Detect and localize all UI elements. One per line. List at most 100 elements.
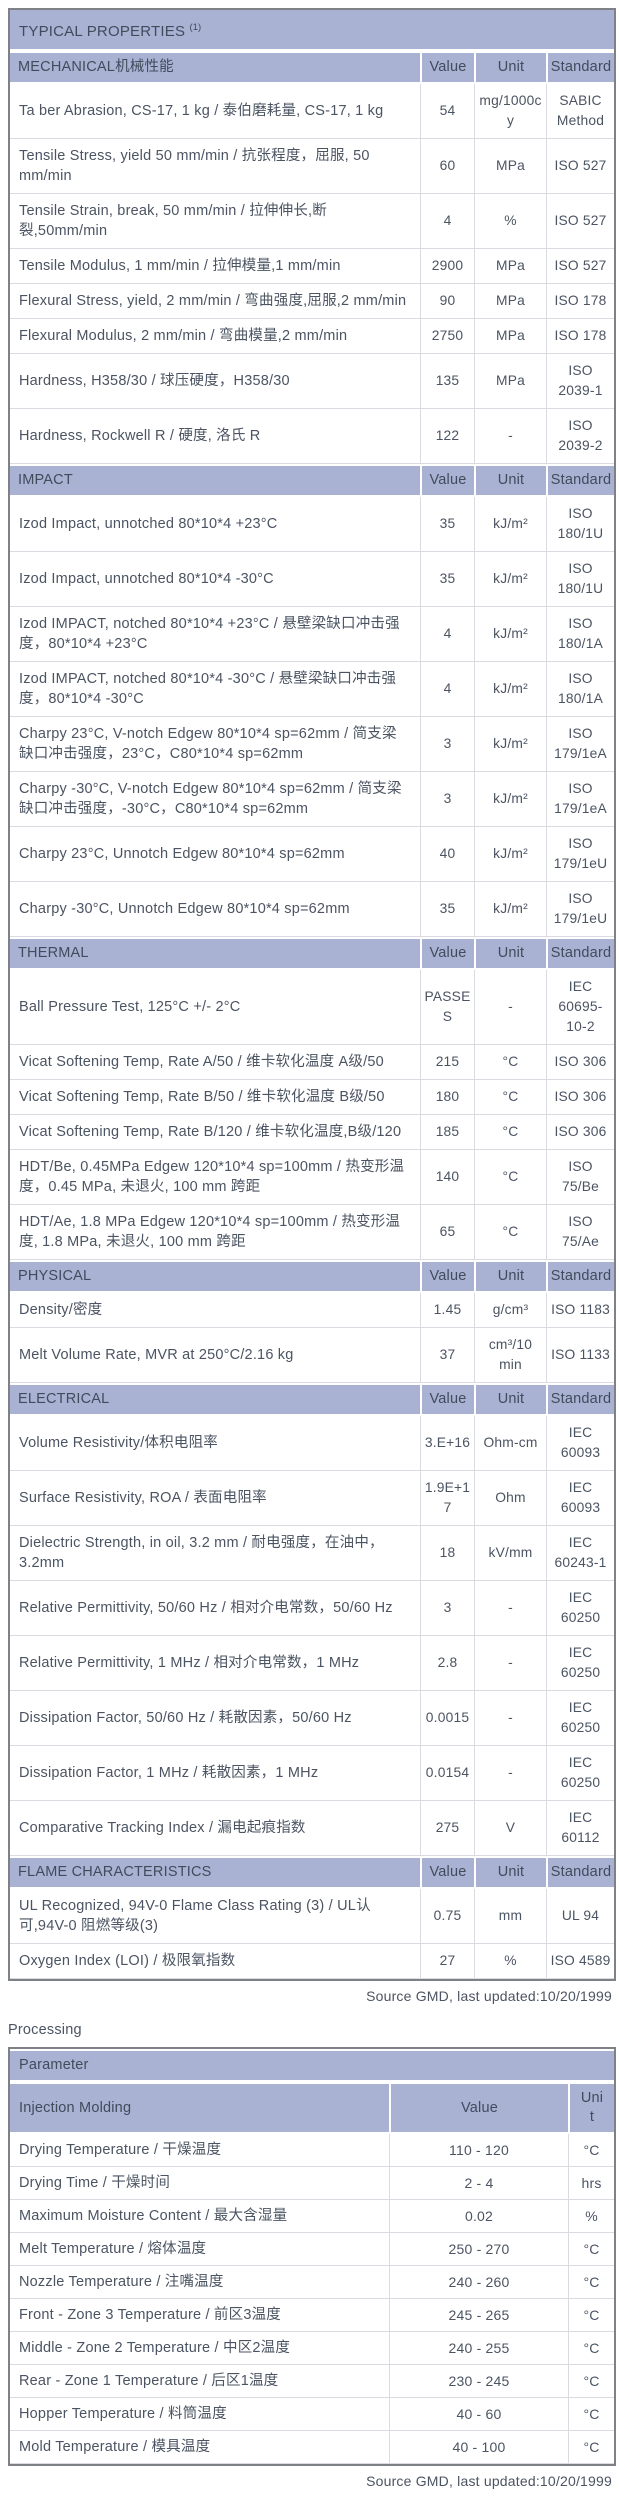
property-row: Izod Impact, unnotched 80*10*4 +23°C 35 kJ… [10, 497, 615, 552]
section-header-row: ELECTRICAL Value Unit Standard [10, 1383, 615, 1416]
table-title-footnote: (1) [189, 22, 202, 33]
property-value: PASSES [420, 970, 474, 1045]
property-name: Dielectric Strength, in oil, 3.2 mm / 耐电… [10, 1526, 420, 1581]
property-standard: ISO 2039-1 [546, 354, 615, 409]
column-header-unit: Unit [474, 937, 546, 970]
property-standard: ISO 306 [546, 1080, 615, 1115]
property-value: 37 [420, 1328, 474, 1383]
property-standard: ISO 75/Be [546, 1150, 615, 1205]
property-row: Vicat Softening Temp, Rate B/120 / 维卡软化温… [10, 1115, 615, 1150]
property-standard: IEC 60250 [546, 1636, 615, 1691]
property-value: 122 [420, 409, 474, 464]
parameter-name: Rear - Zone 1 Temperature / 后区1温度 [10, 2365, 389, 2398]
property-row: Melt Volume Rate, MVR at 250°C/2.16 kg 37… [10, 1328, 615, 1383]
parameter-unit: °C [568, 2365, 615, 2398]
parameter-value: 245 - 265 [389, 2299, 568, 2332]
property-value: 0.75 [420, 1889, 474, 1944]
section-title: IMPACT [10, 464, 420, 497]
injection-molding-header-row: Injection Molding Value Unit [10, 2082, 615, 2134]
property-unit: % [474, 194, 546, 249]
property-row: Charpy -30°C, Unnotch Edgew 80*10*4 sp=6… [10, 882, 615, 937]
table-title: TYPICAL PROPERTIES (1) [10, 10, 615, 51]
property-standard: IEC 60093 [546, 1471, 615, 1526]
source-note-2: Source GMD, last updated:10/20/1999 [366, 2473, 612, 2489]
parameter-value: 0.02 [389, 2200, 568, 2233]
property-row: Charpy -30°C, V-notch Edgew 80*10*4 sp=6… [10, 772, 615, 827]
property-unit: °C [474, 1150, 546, 1205]
property-name: Hardness, H358/30 / 球压硬度，H358/30 [10, 354, 420, 409]
property-row: Tensile Strain, break, 50 mm/min / 拉伸伸长,… [10, 194, 615, 249]
property-name: Relative Permittivity, 50/60 Hz / 相对介电常数… [10, 1581, 420, 1636]
property-name: HDT/Ae, 1.8 MPa Edgew 120*10*4 sp=100mm … [10, 1205, 420, 1260]
property-value: 135 [420, 354, 474, 409]
parameter-unit: °C [568, 2266, 615, 2299]
property-name: Volume Resistivity/体积电阻率 [10, 1416, 420, 1471]
property-unit: kJ/m² [474, 607, 546, 662]
property-name: Melt Volume Rate, MVR at 250°C/2.16 kg [10, 1328, 420, 1383]
column-header-standard: Standard [546, 1856, 615, 1889]
property-row: HDT/Ae, 1.8 MPa Edgew 120*10*4 sp=100mm … [10, 1205, 615, 1260]
source-note: Source GMD, last updated:10/20/1999 [366, 1988, 612, 2004]
property-value: 3 [420, 717, 474, 772]
property-row: Ta ber Abrasion, CS-17, 1 kg / 泰伯磨耗量, CS… [10, 84, 615, 139]
property-unit: g/cm³ [474, 1293, 546, 1328]
property-unit: - [474, 1636, 546, 1691]
property-value: 40 [420, 827, 474, 882]
property-value: 1.45 [420, 1293, 474, 1328]
column-header-value: Value [389, 2082, 568, 2134]
property-value: 90 [420, 284, 474, 319]
property-unit: MPa [474, 354, 546, 409]
property-value: 18 [420, 1526, 474, 1581]
parameter-value: 250 - 270 [389, 2233, 568, 2266]
parameter-name: Mold Temperature / 模具温度 [10, 2431, 389, 2464]
processing-row: Drying Time / 干燥时间 2 - 4 hrs [10, 2167, 615, 2200]
property-unit: °C [474, 1115, 546, 1150]
parameter-name: Melt Temperature / 熔体温度 [10, 2233, 389, 2266]
property-standard: ISO 527 [546, 194, 615, 249]
section-title: PHYSICAL [10, 1260, 420, 1293]
property-unit: - [474, 409, 546, 464]
parameter-name: Hopper Temperature / 料筒温度 [10, 2398, 389, 2431]
property-unit: Ohm [474, 1471, 546, 1526]
property-standard: ISO 178 [546, 284, 615, 319]
property-standard: ISO 4589 [546, 1944, 615, 1979]
property-row: HDT/Be, 0.45MPa Edgew 120*10*4 sp=100mm … [10, 1150, 615, 1205]
parameter-name: Nozzle Temperature / 注嘴温度 [10, 2266, 389, 2299]
property-unit: MPa [474, 284, 546, 319]
property-value: 2750 [420, 319, 474, 354]
property-standard: IEC 60243-1 [546, 1526, 615, 1581]
property-name: Izod IMPACT, notched 80*10*4 +23°C / 悬壁梁… [10, 607, 420, 662]
property-row: Volume Resistivity/体积电阻率 3.E+16 Ohm-cm IEC … [10, 1416, 615, 1471]
property-value: 4 [420, 662, 474, 717]
property-unit: kJ/m² [474, 497, 546, 552]
section-header-row: FLAME CHARACTERISTICS Value Unit Standard [10, 1856, 615, 1889]
section-header-row: IMPACT Value Unit Standard [10, 464, 615, 497]
property-value: 65 [420, 1205, 474, 1260]
column-header-unit: Unit [474, 1383, 546, 1416]
column-header-value: Value [420, 1856, 474, 1889]
property-value: 3 [420, 772, 474, 827]
property-name: Izod IMPACT, notched 80*10*4 -30°C / 悬壁梁… [10, 662, 420, 717]
parameter-header: Parameter [10, 2049, 615, 2082]
property-standard: ISO 1133 [546, 1328, 615, 1383]
section-title: MECHANICAL机械性能 [10, 51, 420, 84]
property-name: Ball Pressure Test, 125°C +/- 2°C [10, 970, 420, 1045]
property-unit: kV/mm [474, 1526, 546, 1581]
parameter-value: 240 - 255 [389, 2332, 568, 2365]
property-value: 140 [420, 1150, 474, 1205]
parameter-name: Maximum Moisture Content / 最大含湿量 [10, 2200, 389, 2233]
property-row: Izod IMPACT, notched 80*10*4 -30°C / 悬壁梁… [10, 662, 615, 717]
processing-row: Mold Temperature / 模具温度 40 - 100 °C [10, 2431, 615, 2464]
property-name: Charpy -30°C, Unnotch Edgew 80*10*4 sp=6… [10, 882, 420, 937]
property-row: Relative Permittivity, 1 MHz / 相对介电常数，1 … [10, 1636, 615, 1691]
processing-row: Front - Zone 3 Temperature / 前区3温度 245 - … [10, 2299, 615, 2332]
processing-row: Hopper Temperature / 料筒温度 40 - 60 °C [10, 2398, 615, 2431]
column-header-unit: Unit [474, 1260, 546, 1293]
column-header-value: Value [420, 464, 474, 497]
parameter-name: Middle - Zone 2 Temperature / 中区2温度 [10, 2332, 389, 2365]
property-value: 275 [420, 1801, 474, 1856]
parameter-value: 240 - 260 [389, 2266, 568, 2299]
typical-properties-table: TYPICAL PROPERTIES (1) MECHANICAL机械性能 Val… [8, 8, 617, 1981]
property-value: 35 [420, 497, 474, 552]
